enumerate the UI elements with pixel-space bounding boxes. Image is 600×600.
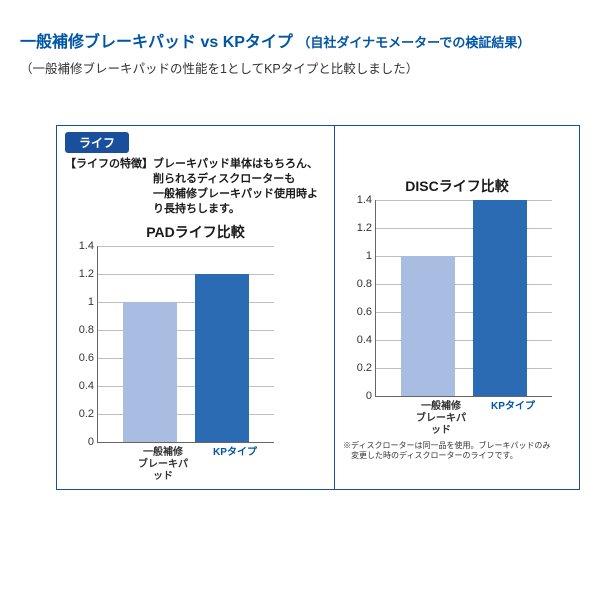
feature-line: 【ライフの特徴】 ブレーキパッド単体はもちろん、削られるディスクローターも 一般… bbox=[65, 157, 326, 216]
disc-chart-title: DISCライフ比較 bbox=[343, 176, 571, 196]
panel-disc: DISCライフ比較 00.20.40.60.811.21.4一般補修ブレーキパッ… bbox=[335, 125, 580, 490]
headline-sub: （自社ダイナモメーターでの検証結果） bbox=[297, 35, 530, 50]
y-tick-label: 0.2 bbox=[79, 408, 98, 420]
y-tick-label: 1 bbox=[366, 250, 376, 262]
y-tick-label: 0.2 bbox=[357, 362, 376, 374]
y-tick-label: 0.4 bbox=[79, 380, 98, 392]
headline: 一般補修ブレーキパッド vs KPタイプ （自社ダイナモメーターでの検証結果） bbox=[20, 28, 580, 52]
bar bbox=[195, 274, 249, 442]
disc-footnote: ※ディスクローターは同一品を使用。ブレーキパッドのみ 変更した時のディスクロータ… bbox=[343, 441, 571, 461]
y-tick-label: 1.4 bbox=[357, 194, 376, 206]
chart-plot: 00.20.40.60.811.21.4 bbox=[97, 246, 274, 443]
x-labels: 一般補修ブレーキパッド KPタイプ bbox=[97, 443, 301, 483]
x-label: 一般補修ブレーキパッド bbox=[136, 447, 190, 483]
panel-row: ライフ 【ライフの特徴】 ブレーキパッド単体はもちろん、削られるディスクローター… bbox=[20, 125, 580, 490]
y-tick-label: 0 bbox=[366, 390, 376, 402]
bar bbox=[123, 302, 177, 442]
bar bbox=[473, 200, 527, 396]
y-tick-label: 1.2 bbox=[79, 268, 98, 280]
disc-chart: 00.20.40.60.811.21.4 一般補修ブレーキパッド KPタイプ bbox=[343, 200, 571, 437]
headline-main: 一般補修ブレーキパッド vs KPタイプ bbox=[20, 34, 293, 51]
y-tick-label: 1.4 bbox=[79, 240, 98, 252]
chart-plot: 00.20.40.60.811.21.4 bbox=[375, 200, 552, 397]
y-tick-label: 0 bbox=[88, 436, 98, 448]
y-tick-label: 0.6 bbox=[357, 306, 376, 318]
y-tick-label: 1.2 bbox=[357, 222, 376, 234]
caption: （一般補修ブレーキパッドの性能を1としてKPタイプと比較しました） bbox=[20, 58, 580, 77]
bar bbox=[401, 256, 455, 396]
life-tag: ライフ bbox=[65, 132, 129, 153]
feature-text: ブレーキパッド単体はもちろん、削られるディスクローターも 一般補修ブレーキパッド… bbox=[153, 157, 326, 216]
pad-chart: 00.20.40.60.811.21.4 一般補修ブレーキパッド KPタイプ bbox=[65, 246, 326, 483]
x-label: KPタイプ bbox=[208, 447, 262, 483]
x-labels: 一般補修ブレーキパッド KPタイプ bbox=[375, 397, 579, 437]
panel-pad: ライフ 【ライフの特徴】 ブレーキパッド単体はもちろん、削られるディスクローター… bbox=[56, 125, 335, 490]
x-label: KPタイプ bbox=[486, 401, 540, 437]
bars bbox=[376, 200, 552, 396]
feature-label: 【ライフの特徴】 bbox=[65, 157, 153, 216]
y-tick-label: 0.8 bbox=[79, 324, 98, 336]
y-tick-label: 0.8 bbox=[357, 278, 376, 290]
pad-chart-title: PADライフ比較 bbox=[65, 222, 326, 242]
y-tick-label: 0.6 bbox=[79, 352, 98, 364]
x-label: 一般補修ブレーキパッド bbox=[414, 401, 468, 437]
bars bbox=[98, 246, 274, 442]
y-tick-label: 0.4 bbox=[357, 334, 376, 346]
y-tick-label: 1 bbox=[88, 296, 98, 308]
